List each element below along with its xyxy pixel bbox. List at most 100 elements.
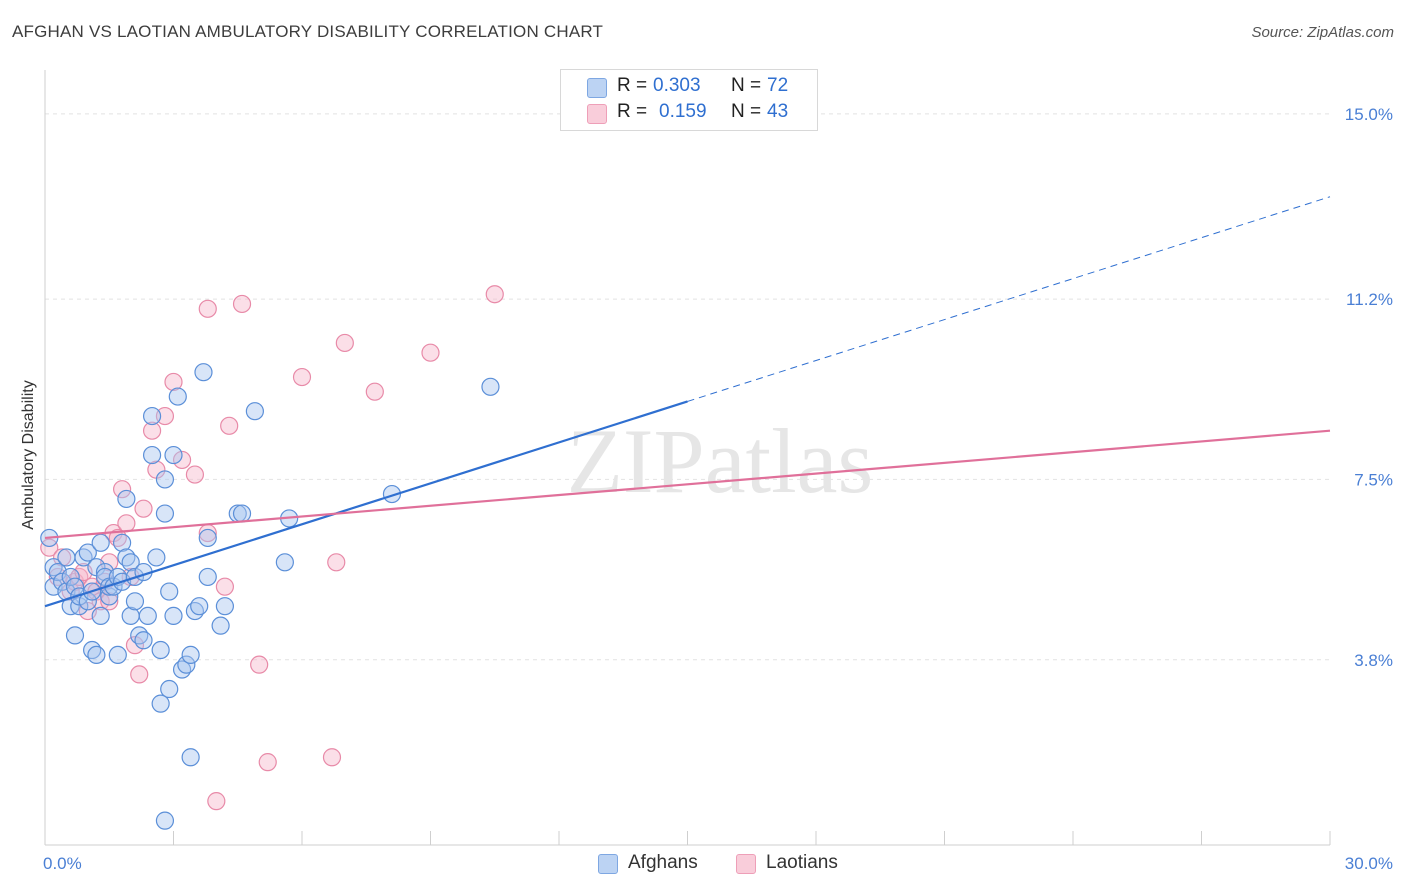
afghan-point <box>151 694 170 713</box>
laotians-label: Laotians <box>766 852 838 873</box>
afghan-point <box>275 553 294 572</box>
afghan-point <box>211 616 230 635</box>
afghan-point <box>57 548 76 567</box>
afghan-point <box>194 363 213 382</box>
afghan-point <box>142 406 162 426</box>
laotian-point <box>100 592 119 611</box>
laotian-point <box>185 465 205 484</box>
afghan-point <box>125 592 145 611</box>
afghan-point <box>481 377 500 396</box>
y-tick-label: 15.0% <box>1345 105 1393 124</box>
afghan-point <box>168 387 187 406</box>
afghan-point <box>215 597 234 616</box>
laotians-swatch <box>736 854 756 874</box>
laotian-point <box>155 406 175 426</box>
stats-legend: R = 0.303 N = 72 R = 0.159 N = 43 <box>560 69 818 131</box>
laotian-point <box>207 792 226 811</box>
y-tick-label: 7.5% <box>1354 470 1393 489</box>
afghans-label: Afghans <box>628 852 698 873</box>
afghan-point <box>138 606 157 626</box>
laotian-point <box>322 748 342 767</box>
n-value: 72 <box>767 75 789 96</box>
afghan-point <box>164 606 183 626</box>
watermark: ZIPatlas <box>567 410 874 512</box>
laotian-trend-line <box>44 429 1331 540</box>
n-label: N = <box>731 101 762 122</box>
laotian-point <box>117 514 136 533</box>
tick-labels: 3.8% 7.5% 11.2% 15.0% 0.0% 30.0% <box>43 105 1393 873</box>
r-label: R = <box>617 75 648 96</box>
afghan-trend-extension <box>687 196 1331 402</box>
x-tick-label: 30.0% <box>1345 854 1393 873</box>
afghan-point <box>61 567 80 587</box>
y-axis-label: Ambulatory Disability <box>20 380 37 529</box>
afghan-point <box>155 811 175 830</box>
afghan-point <box>198 528 217 548</box>
y-tick-label: 11.2% <box>1346 290 1393 309</box>
laotian-point <box>125 636 145 655</box>
source-label: Source: ZipAtlas.com <box>1251 24 1394 41</box>
afghan-point <box>177 655 196 674</box>
r-label: R = <box>617 101 648 122</box>
afghans-swatch <box>587 78 607 98</box>
afghans-swatch <box>598 854 618 874</box>
afghan-point <box>91 533 110 552</box>
laotians-swatch <box>587 104 607 124</box>
laotian-point <box>232 294 252 314</box>
laotian-point <box>164 372 183 392</box>
n-value: 43 <box>767 101 789 122</box>
afghan-point <box>245 402 264 421</box>
afghan-point <box>78 543 97 562</box>
r-value: 0.303 <box>653 75 701 96</box>
r-value: 0.159 <box>659 101 707 122</box>
afghan-point <box>91 606 110 626</box>
laotian-point <box>485 285 504 304</box>
afghan-point <box>65 626 85 645</box>
afghan-point <box>181 748 200 767</box>
laotian-point <box>215 577 234 596</box>
afghan-point <box>151 640 170 660</box>
afghan-point <box>100 587 119 606</box>
afghan-point <box>164 445 183 465</box>
x-tick-label: 0.0% <box>43 854 82 873</box>
laotian-point <box>134 499 153 518</box>
laotian-point <box>198 299 217 318</box>
grid-lines <box>45 113 1330 661</box>
laotian-point <box>250 655 269 674</box>
afghan-point <box>121 553 140 572</box>
n-label: N = <box>731 75 762 96</box>
trend-lines <box>44 196 1331 608</box>
afghan-point <box>155 470 175 489</box>
afghan-point <box>112 533 132 552</box>
afghan-point <box>108 645 127 665</box>
y-tick-label: 3.8% <box>1354 651 1393 670</box>
laotian-point <box>40 538 59 557</box>
laotian-point <box>172 450 192 470</box>
laotian-point <box>335 333 354 353</box>
afghan-point <box>160 679 179 699</box>
afghan-point <box>117 489 136 509</box>
laotian-points <box>40 285 504 811</box>
afghan-point <box>190 597 209 616</box>
afghan-point <box>181 645 200 665</box>
axes <box>44 70 1331 846</box>
afghan-point <box>155 504 175 523</box>
laotian-point <box>258 753 277 772</box>
afghan-point <box>160 582 179 601</box>
afghan-points <box>40 363 500 830</box>
laotian-point <box>365 382 384 401</box>
afghan-trend-line <box>44 400 688 608</box>
laotian-point <box>292 367 312 387</box>
afghan-point <box>70 597 89 616</box>
laotian-point <box>112 480 132 499</box>
afghan-point <box>232 504 252 523</box>
laotian-point <box>421 343 440 362</box>
laotian-point <box>327 553 346 572</box>
chart-title: AFGHAN VS LAOTIAN AMBULATORY DISABILITY … <box>12 22 604 41</box>
afghan-point <box>198 567 217 587</box>
afghan-point <box>134 631 153 650</box>
afghan-point <box>87 645 106 665</box>
afghan-point <box>147 548 166 567</box>
afghan-point <box>65 577 85 596</box>
